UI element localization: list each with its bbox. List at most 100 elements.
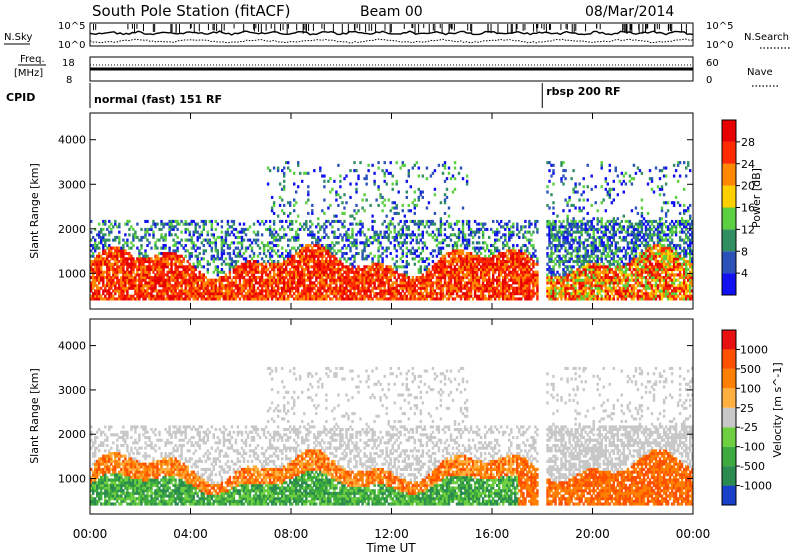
heatmap-cell bbox=[198, 252, 201, 256]
heatmap-cell bbox=[479, 294, 483, 298]
heatmap-cell bbox=[484, 268, 487, 272]
heatmap-cell bbox=[373, 268, 376, 272]
heatmap-cell bbox=[548, 206, 551, 210]
heatmap-cell bbox=[323, 222, 326, 226]
heatmap-cell bbox=[437, 281, 441, 285]
heatmap-cell bbox=[226, 222, 230, 226]
heatmap-cell bbox=[264, 268, 268, 272]
heatmap-cell bbox=[373, 286, 376, 290]
heatmap-cell bbox=[174, 294, 177, 298]
heatmap-cell bbox=[518, 249, 521, 253]
heatmap-cell bbox=[124, 249, 127, 253]
heatmap-cell bbox=[391, 235, 394, 239]
heatmap-cell bbox=[467, 292, 471, 296]
heatmap-cell bbox=[477, 246, 481, 250]
heatmap-cell bbox=[562, 284, 565, 288]
heatmap-cell bbox=[439, 225, 443, 229]
heatmap-cell bbox=[272, 249, 276, 253]
heatmap-cell bbox=[349, 297, 352, 301]
heatmap-cell bbox=[162, 276, 165, 280]
heatmap-cell bbox=[417, 225, 421, 229]
heatmap-cell bbox=[106, 297, 109, 301]
heatmap-cell bbox=[220, 246, 224, 250]
heatmap-cell bbox=[254, 292, 258, 296]
heatmap-cell bbox=[518, 276, 521, 280]
heatmap-cell bbox=[186, 227, 189, 231]
heatmap-cell bbox=[484, 273, 487, 277]
heatmap-cell bbox=[262, 260, 266, 264]
heatmap-cell bbox=[303, 273, 306, 277]
heatmap-cell bbox=[246, 292, 250, 296]
heatmap-cell bbox=[461, 177, 465, 181]
heatmap-cell bbox=[498, 292, 501, 296]
heatmap-cell bbox=[413, 198, 417, 202]
heatmap-cell bbox=[329, 281, 332, 285]
heatmap-cell bbox=[451, 254, 455, 258]
heatmap-cell bbox=[459, 230, 463, 234]
heatmap-cell bbox=[184, 289, 187, 293]
heatmap-cell bbox=[421, 230, 425, 234]
heatmap-cell bbox=[484, 249, 487, 253]
heatmap-cell bbox=[323, 235, 326, 239]
heatmap-cell bbox=[355, 292, 358, 296]
heatmap-cell bbox=[321, 260, 324, 264]
heatmap-cell bbox=[447, 294, 451, 298]
heatmap-cell bbox=[347, 238, 350, 242]
heatmap-cell bbox=[152, 219, 155, 223]
heatmap-cell bbox=[293, 246, 296, 250]
heatmap-cell bbox=[558, 294, 561, 298]
heatmap-cell bbox=[90, 254, 93, 258]
heatmap-cell bbox=[98, 235, 101, 239]
heatmap-cell bbox=[455, 260, 459, 264]
heatmap-cell bbox=[528, 289, 531, 293]
heatmap-cell bbox=[459, 166, 463, 170]
heatmap-cell bbox=[325, 244, 328, 248]
heatmap-cell bbox=[323, 278, 326, 282]
heatmap-cell bbox=[220, 281, 224, 285]
heatmap-cell bbox=[514, 262, 517, 266]
heatmap-cell bbox=[186, 249, 189, 253]
heatmap-cell bbox=[498, 270, 501, 274]
heatmap-cell bbox=[152, 268, 155, 272]
heatmap-cell bbox=[299, 281, 302, 285]
heatmap-cell bbox=[268, 262, 272, 266]
heatmap-cell bbox=[118, 292, 121, 296]
heatmap-cell bbox=[357, 230, 360, 234]
heatmap-cell bbox=[170, 265, 173, 269]
heatmap-cell bbox=[216, 268, 220, 272]
heatmap-cell bbox=[532, 292, 535, 296]
heatmap-cell bbox=[467, 244, 471, 248]
heatmap-cell bbox=[532, 270, 535, 274]
heatmap-cell bbox=[208, 292, 212, 296]
heatmap-cell bbox=[439, 222, 443, 226]
heatmap-cell bbox=[166, 281, 169, 285]
heatmap-cell bbox=[512, 265, 515, 269]
heatmap-cell bbox=[475, 276, 479, 280]
heatmap-cell bbox=[409, 252, 413, 256]
heatmap-cell bbox=[473, 276, 477, 280]
heatmap-cell bbox=[258, 222, 262, 226]
heatmap-cell bbox=[136, 292, 139, 296]
heatmap-cell bbox=[297, 262, 300, 266]
heatmap-cell bbox=[556, 260, 559, 264]
heatmap-cell bbox=[522, 262, 525, 266]
heatmap-cell bbox=[293, 297, 296, 301]
heatmap-cell bbox=[473, 249, 477, 253]
heatmap-cell bbox=[580, 292, 583, 296]
heatmap-cell bbox=[162, 292, 165, 296]
heatmap-cell bbox=[351, 235, 354, 239]
heatmap-cell bbox=[116, 252, 119, 256]
heatmap-cell bbox=[106, 281, 109, 285]
heatmap-cell bbox=[377, 254, 380, 258]
heatmap-cell bbox=[349, 292, 352, 296]
heatmap-cell bbox=[490, 257, 493, 261]
heatmap-cell bbox=[250, 276, 254, 280]
heatmap-cell bbox=[522, 276, 525, 280]
heatmap-cell bbox=[423, 244, 427, 248]
heatmap-cell bbox=[317, 276, 320, 280]
heatmap-cell bbox=[134, 286, 137, 290]
heatmap-cell bbox=[313, 268, 316, 272]
heatmap-cell bbox=[122, 273, 125, 277]
heatmap-cell bbox=[576, 225, 579, 229]
heatmap-cell bbox=[210, 254, 214, 258]
